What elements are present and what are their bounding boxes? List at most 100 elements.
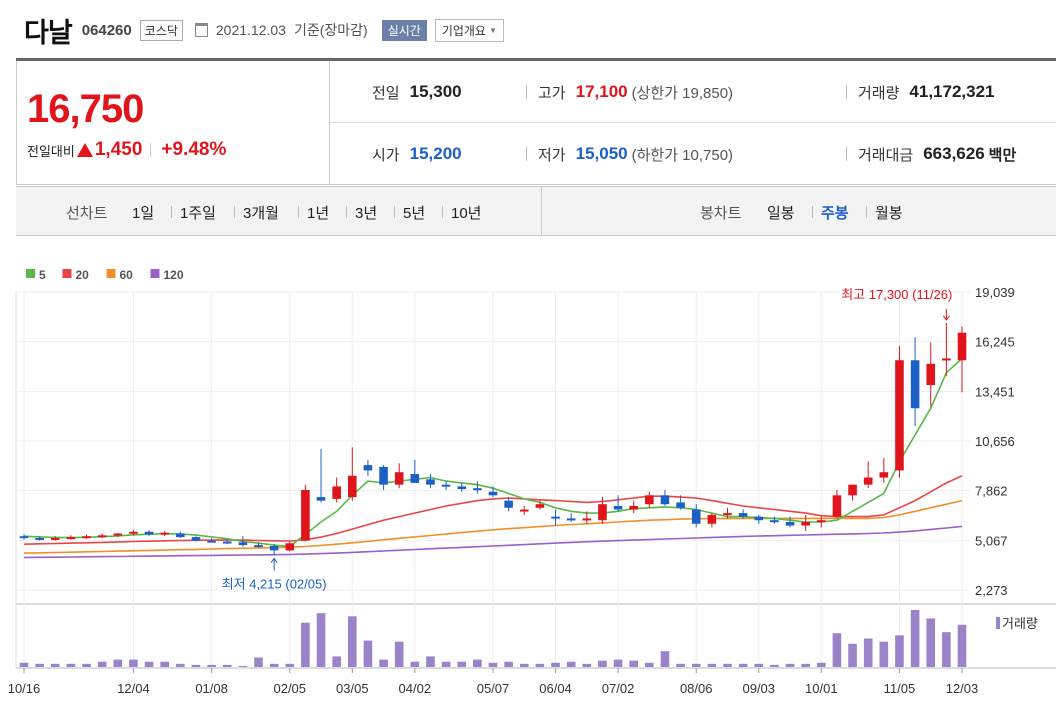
volume-bar (582, 663, 592, 667)
change-value: 1,450 (94, 139, 143, 160)
current-price: 16,750 (27, 87, 144, 131)
candle-body (598, 504, 607, 521)
volume-value: 41,172,321 (909, 82, 995, 101)
lower-limit: (하한가 10,750) (631, 146, 734, 164)
candle-body (582, 518, 592, 521)
x-tick-label: 02/05 (273, 681, 306, 696)
y-tick-label: 19,039 (975, 285, 1015, 300)
low-value: 15,050 (575, 144, 628, 163)
volume-bar (144, 661, 154, 667)
volume-bar (832, 633, 842, 667)
candle-body (817, 520, 826, 523)
line-chart-label: 선차트 (66, 205, 108, 222)
stock-name: 다날 (24, 17, 73, 48)
separator (812, 206, 813, 218)
x-tick-label: 12/04 (117, 681, 150, 696)
change-label: 전일대비 (27, 143, 75, 159)
candle-body (394, 472, 404, 485)
candle-body (82, 536, 91, 539)
volume-bar (269, 663, 279, 667)
x-tick-label: 09/03 (742, 681, 775, 696)
volume-bar (82, 663, 91, 667)
candle-body (738, 513, 748, 517)
volume-legend-label: 거래량 (1002, 616, 1038, 631)
candle-body (113, 533, 123, 536)
candle-body (301, 489, 310, 541)
period-1y[interactable]: 1년 (307, 205, 330, 222)
candle-body (629, 505, 638, 510)
candle-body (316, 497, 326, 501)
high-label: 고가 (538, 84, 566, 102)
market-badge: 코스닥 (139, 19, 183, 41)
volume-bar (957, 624, 967, 667)
amount-unit: 백만 (988, 146, 1017, 164)
upper-limit: (상한가 19,850) (631, 84, 734, 102)
x-tick-label: 10/01 (805, 681, 838, 696)
price-change: 전일대비 1,450 +9.48% (27, 139, 226, 161)
volume-bar (566, 661, 576, 667)
candle-body (97, 535, 107, 538)
candle-body (285, 543, 295, 551)
volume-bar (254, 657, 263, 667)
legend-label: 60 (120, 268, 134, 282)
volume-bar (895, 635, 904, 667)
volume-bar (97, 661, 107, 667)
stock-code: 064260 (81, 21, 132, 39)
period-5y[interactable]: 5년 (403, 205, 426, 222)
volume-bar (942, 632, 951, 667)
x-tick-label: 12/03 (946, 681, 979, 696)
volume-bar (551, 662, 560, 667)
stock-header: 다날 064260 코스닥 2021.12.03 기준(장마감) 실시간 기업개… (24, 12, 504, 48)
volume-bar (441, 661, 451, 667)
candle-daily[interactable]: 일봉 (767, 205, 795, 222)
separator (866, 206, 867, 218)
volume-bar (926, 618, 936, 667)
period-10y[interactable]: 10년 (451, 205, 482, 222)
prev-close-value: 15,300 (409, 82, 462, 101)
volume-bar (285, 663, 295, 667)
volume-bar (535, 663, 545, 667)
y-tick-label: 7,862 (975, 484, 1008, 499)
candle-body (879, 472, 889, 478)
price-summary: 16,750 전일대비 1,450 +9.48% 전일 15,300 고가 17… (16, 61, 1056, 185)
realtime-button[interactable]: 실시간 (381, 19, 427, 41)
company-overview-button[interactable]: 기업개요 ▼ (434, 18, 504, 42)
candle-body (613, 505, 623, 510)
period-1d[interactable]: 1일 (132, 205, 155, 222)
volume-bar (910, 610, 920, 667)
period-3m[interactable]: 3개월 (243, 205, 279, 222)
legend-swatch (26, 269, 35, 278)
x-tick-label: 10/16 (8, 681, 41, 696)
x-tick-label: 05/07 (477, 681, 510, 696)
legend-label: 20 (76, 268, 90, 282)
volume-bar (301, 622, 310, 667)
candle-body (926, 363, 936, 386)
period-3y[interactable]: 3년 (355, 205, 378, 222)
x-tick-label: 11/05 (884, 681, 916, 696)
up-triangle-icon (76, 143, 93, 157)
chevron-down-icon: ▼ (488, 25, 497, 35)
separator (394, 206, 395, 218)
volume-bar (691, 663, 701, 667)
volume-bar (660, 651, 670, 667)
candle-body (426, 479, 435, 485)
separator (346, 206, 347, 218)
candle-body (660, 495, 670, 505)
candle-body (363, 465, 373, 471)
volume-bar (504, 661, 513, 667)
candle-body (348, 475, 357, 498)
stats-row: 시가 15,200 저가 15,050 (하한가 10,750) 거래대금 66… (330, 123, 1056, 185)
candle-monthly[interactable]: 월봉 (875, 205, 903, 222)
period-1w[interactable]: 1주일 (180, 205, 216, 222)
volume-label: 거래량 (858, 84, 900, 102)
legend-swatch (106, 269, 116, 278)
low-arrow-head (270, 557, 278, 563)
candle-body (785, 521, 795, 526)
separator (298, 206, 299, 218)
volume-stat: 거래량 41,172,321 (858, 61, 995, 123)
volume-bar (848, 643, 857, 667)
candle-weekly[interactable]: 주봉 (821, 205, 849, 222)
volume-bar (35, 663, 44, 667)
candle-body (457, 486, 467, 490)
volume-bar (488, 662, 498, 667)
